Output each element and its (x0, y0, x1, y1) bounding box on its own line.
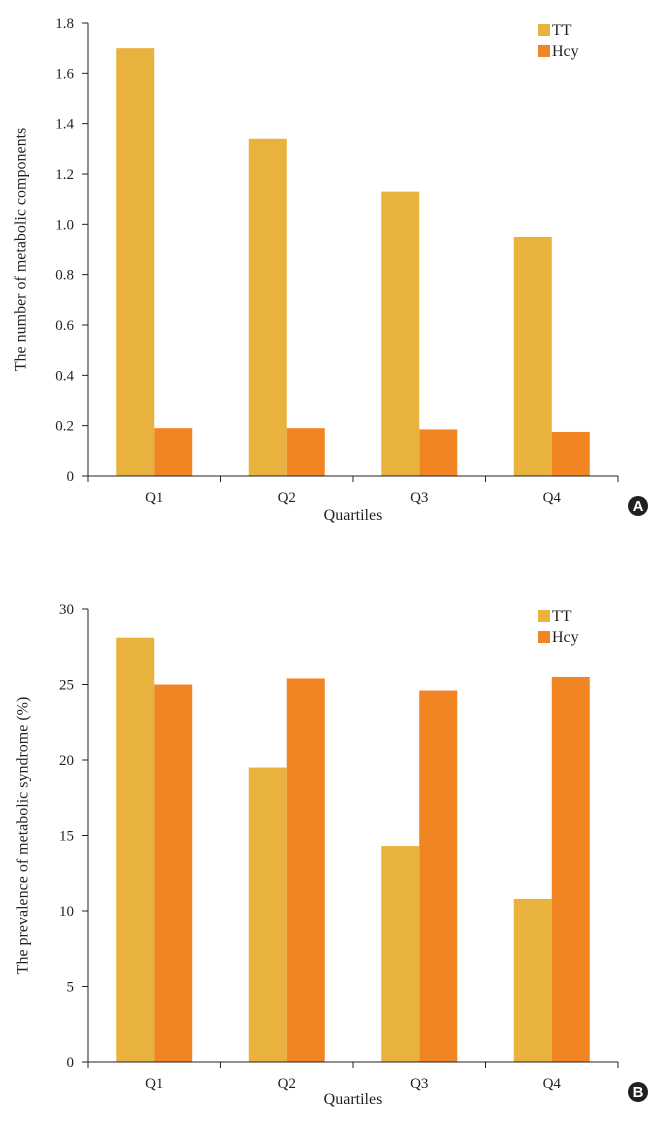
legend-swatch-hcy-b (538, 631, 550, 643)
legend-label-hcy-b: Hcy (552, 629, 579, 646)
x-tick-label-q1-b: Q1 (145, 1076, 163, 1092)
bar-tt-q3-b (381, 846, 420, 1062)
bars-b (116, 637, 590, 1062)
bar-tt-q2-b (248, 767, 287, 1062)
x-tick-label-q3-b: Q3 (410, 1076, 428, 1092)
y-tick-label-1.2-a: 1.2 (55, 167, 74, 183)
bar-hcy-q1-b (154, 684, 193, 1062)
y-tick-label-20-b: 20 (59, 753, 74, 769)
bar-tt-q1-b (116, 637, 155, 1062)
bar-hcy-q4-a (551, 431, 590, 476)
bar-hcy-q4-b (551, 676, 590, 1062)
bar-tt-q3-a (381, 191, 420, 476)
panel-label-a: A (633, 498, 644, 515)
y-ticks-b: 0 5 10 15 20 25 30 (59, 602, 88, 1071)
y-tick-label-0.4-a: 0.4 (55, 368, 74, 384)
panel-label-b: B (633, 1084, 644, 1101)
y-axis-title-b: The prevalence of metabolic syndrome (%) (15, 697, 32, 975)
chart-panel-b: 0 5 10 15 20 25 30 Q1 Q2 Q3 Q4 The prevalence of … (15, 602, 648, 1108)
y-tick-label-5-b: 5 (67, 980, 75, 996)
bar-hcy-q1-a (154, 428, 193, 476)
bar-hcy-q2-b (286, 678, 325, 1062)
y-tick-label-0-a: 0 (67, 469, 75, 485)
bar-tt-q2-a (248, 138, 287, 476)
y-ticks-a: 0 0.2 0.4 0.6 0.8 1.0 1.2 1.4 1.6 1.8 (55, 16, 88, 485)
legend-label-hcy-a: Hcy (552, 43, 579, 60)
x-axis-title-a: Quartiles (324, 507, 383, 524)
bar-hcy-q3-a (419, 429, 458, 476)
panel-label-badge-a: A (628, 496, 648, 516)
x-ticks-b: Q1 Q2 Q3 Q4 (87, 1062, 619, 1092)
panel-label-circle-a (628, 496, 648, 516)
y-tick-label-1.6-a: 1.6 (55, 66, 74, 82)
legend-b: TT Hcy (538, 608, 579, 646)
y-tick-label-0-b: 0 (67, 1055, 75, 1071)
y-tick-label-0.2-a: 0.2 (55, 419, 74, 435)
y-tick-label-30-b: 30 (59, 602, 74, 618)
bar-tt-q4-b (513, 898, 552, 1062)
legend-a: TT Hcy (538, 22, 579, 60)
legend-swatch-hcy-a (538, 45, 550, 57)
legend-label-tt-b: TT (552, 608, 572, 625)
bars-a (116, 48, 590, 477)
y-tick-label-10-b: 10 (59, 904, 74, 920)
y-axis-title-a: The number of metabolic components (13, 128, 30, 371)
panel-label-badge-b: B (628, 1082, 648, 1102)
x-tick-label-q4-a: Q4 (543, 490, 562, 506)
x-tick-label-q1-a: Q1 (145, 490, 163, 506)
y-tick-label-1.0-a: 1.0 (55, 217, 74, 233)
legend-swatch-tt-a (538, 24, 550, 36)
legend-label-tt-a: TT (552, 22, 572, 39)
bar-hcy-q2-a (286, 428, 325, 476)
y-tick-label-1.8-a: 1.8 (55, 16, 74, 32)
legend-swatch-tt-b (538, 610, 550, 622)
y-tick-label-25-b: 25 (59, 678, 74, 694)
y-tick-label-0.8-a: 0.8 (55, 268, 74, 284)
bar-tt-q4-a (513, 236, 552, 476)
panel-label-circle-b (628, 1082, 648, 1102)
bar-hcy-q3-b (419, 690, 458, 1062)
bar-tt-q1-a (116, 48, 155, 477)
x-tick-label-q3-a: Q3 (410, 490, 428, 506)
x-ticks-a: Q1 Q2 Q3 Q4 (87, 476, 619, 506)
y-tick-label-15-b: 15 (59, 829, 74, 845)
x-tick-label-q2-b: Q2 (278, 1076, 296, 1092)
chart-panel-a: 0 0.2 0.4 0.6 0.8 1.0 1.2 1.4 1.6 1.8 Q1 Q2 Q3 Q4 Th… (13, 16, 648, 524)
y-tick-label-1.4-a: 1.4 (55, 117, 74, 133)
x-tick-label-q4-b: Q4 (543, 1076, 562, 1092)
x-tick-label-q2-a: Q2 (278, 490, 296, 506)
x-axis-title-b: Quartiles (324, 1091, 383, 1108)
y-tick-label-0.6-a: 0.6 (55, 318, 74, 334)
